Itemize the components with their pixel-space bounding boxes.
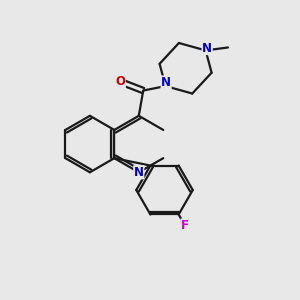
Text: N: N [134, 166, 144, 179]
Text: O: O [116, 75, 125, 88]
Text: N: N [161, 76, 171, 89]
Text: F: F [181, 219, 189, 232]
Text: N: N [202, 42, 212, 55]
